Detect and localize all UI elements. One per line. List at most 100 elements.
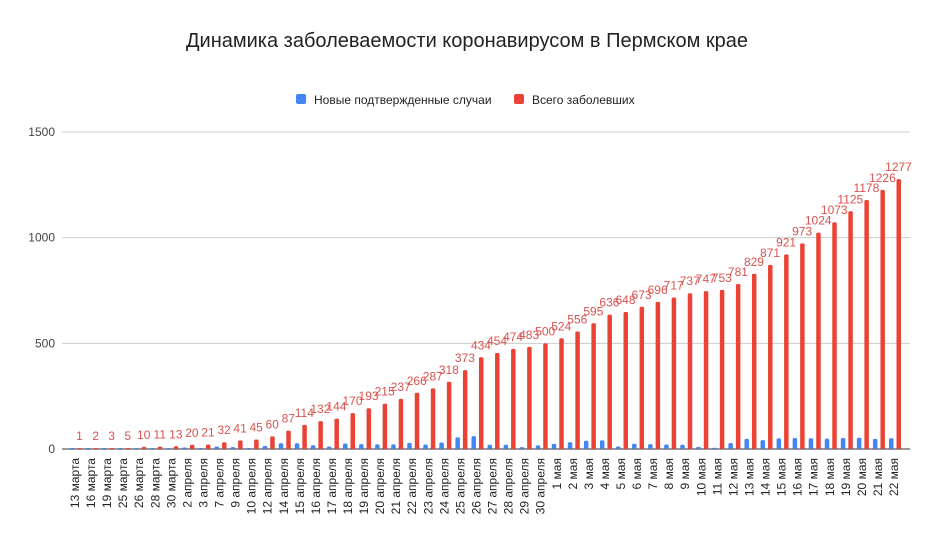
bar-total-cases: [398, 398, 404, 449]
data-label: 524: [551, 319, 571, 333]
bar-new-cases: [407, 442, 412, 449]
bar-total-cases: [511, 348, 516, 449]
x-tick-label: 17 апреля: [325, 458, 339, 514]
x-tick-label: 28 апреля: [502, 458, 516, 514]
y-tick-label: 0: [48, 442, 55, 456]
data-label: 287: [423, 369, 443, 383]
bar-new-cases: [503, 444, 509, 449]
x-tick-label: 8 мая: [662, 458, 676, 489]
bar-total-cases: [495, 353, 500, 449]
bar-total-cases: [414, 392, 420, 449]
y-tick-label: 1500: [28, 125, 55, 139]
bar-new-cases: [134, 447, 139, 449]
x-tick-label: 21 мая: [871, 458, 885, 496]
data-labels: 1 2 3 5 10 11 13 20 21 32 41 45 60 87 1141321441701932…: [76, 160, 912, 443]
x-axis: 13 марта 16 марта 19 марта 25 марта 26 марта…: [68, 458, 901, 515]
data-label: 781: [728, 265, 748, 279]
bar-new-cases: [760, 440, 766, 449]
bar-new-cases: [792, 438, 798, 449]
bar-total-cases: [430, 388, 436, 449]
x-tick-label: 6 мая: [630, 458, 644, 489]
bar-new-cases: [359, 444, 364, 449]
bar-total-cases: [703, 291, 709, 449]
bar-new-cases: [118, 448, 123, 449]
bar-new-cases: [744, 438, 749, 449]
x-tick-label: 15 мая: [775, 458, 789, 496]
x-tick-label: 20 мая: [855, 458, 869, 496]
bar-total-cases: [559, 338, 564, 449]
data-label: 144: [326, 400, 346, 414]
x-tick-label: 25 апреля: [453, 458, 467, 514]
data-label: 2: [92, 429, 99, 443]
bar-new-cases: [214, 446, 220, 449]
bar-total-cases: [751, 273, 757, 449]
bar-new-cases: [889, 438, 894, 449]
bar-total-cases: [270, 436, 275, 449]
data-label: 717: [664, 278, 684, 292]
x-tick-label: 16 апреля: [309, 458, 323, 514]
data-label: 87: [282, 412, 296, 426]
bar-new-cases: [840, 438, 846, 449]
x-tick-label: 14 апреля: [277, 458, 291, 514]
x-tick-label: 12 апреля: [261, 458, 275, 514]
bar-total-cases: [575, 331, 580, 449]
bar-total-cases: [222, 442, 227, 449]
x-tick-label: 11 мая: [710, 458, 724, 495]
x-tick-label: 13 мая: [742, 458, 756, 496]
x-tick-label: 2 апреля: [180, 458, 194, 508]
bar-total-cases: [800, 243, 805, 449]
bar-total-cases: [816, 232, 821, 449]
chart-title: Динамика заболеваемости коронавирусом в …: [186, 30, 748, 52]
bar-new-cases: [616, 446, 621, 449]
bar-new-cases: [455, 437, 460, 449]
bar-total-cases: [832, 222, 837, 449]
data-label: 434: [471, 338, 491, 352]
data-label: 266: [407, 374, 427, 388]
bar-total-cases: [382, 403, 388, 449]
bar-total-cases: [173, 446, 179, 449]
bar-total-cases: [318, 421, 323, 449]
data-label: 3: [108, 429, 115, 443]
bar-total-cases: [639, 306, 645, 449]
data-label: 1277: [885, 160, 912, 174]
bar-new-cases: [599, 440, 605, 449]
data-label: 673: [632, 288, 652, 302]
x-tick-label: 18 мая: [823, 458, 837, 496]
bar-new-cases: [326, 446, 332, 449]
data-label: 114: [295, 406, 314, 420]
bar-new-cases: [262, 445, 268, 449]
bar-total-cases: [527, 346, 532, 449]
x-tick-label: 3 мая: [582, 458, 596, 489]
data-label: 753: [712, 271, 732, 285]
data-label: 1073: [821, 203, 848, 217]
x-tick-label: 26 апреля: [469, 458, 483, 514]
x-tick-label: 10 апреля: [245, 458, 259, 514]
x-tick-label: 16 марта: [84, 458, 98, 508]
data-label: 747: [696, 272, 716, 286]
x-tick-label: 27 апреля: [486, 458, 500, 514]
bar-new-cases: [856, 437, 862, 449]
bar-total-cases: [543, 343, 548, 449]
x-tick-label: 20 апреля: [373, 458, 387, 514]
bar-new-cases: [230, 447, 236, 449]
bar-new-cases: [487, 444, 493, 449]
bar-new-cases: [824, 438, 830, 449]
x-tick-label: 25 марта: [116, 458, 130, 508]
bar-total-cases: [478, 357, 484, 449]
x-tick-label: 7 мая: [646, 458, 660, 489]
data-label: 1024: [805, 214, 832, 228]
data-label: 170: [342, 394, 362, 408]
data-label: 1178: [853, 181, 879, 195]
bar-total-cases: [238, 440, 243, 449]
data-label: 1: [76, 429, 83, 443]
data-label: 921: [776, 235, 796, 249]
bar-total-cases: [125, 447, 131, 449]
data-label: 60: [266, 417, 280, 431]
bar-new-cases: [439, 442, 444, 449]
x-tick-label: 24 апреля: [437, 458, 451, 514]
data-label: 373: [455, 351, 475, 365]
data-label: 13: [169, 427, 183, 441]
bar-total-cases: [768, 264, 773, 449]
data-label: 215: [375, 385, 395, 399]
data-label: 20: [185, 426, 199, 440]
